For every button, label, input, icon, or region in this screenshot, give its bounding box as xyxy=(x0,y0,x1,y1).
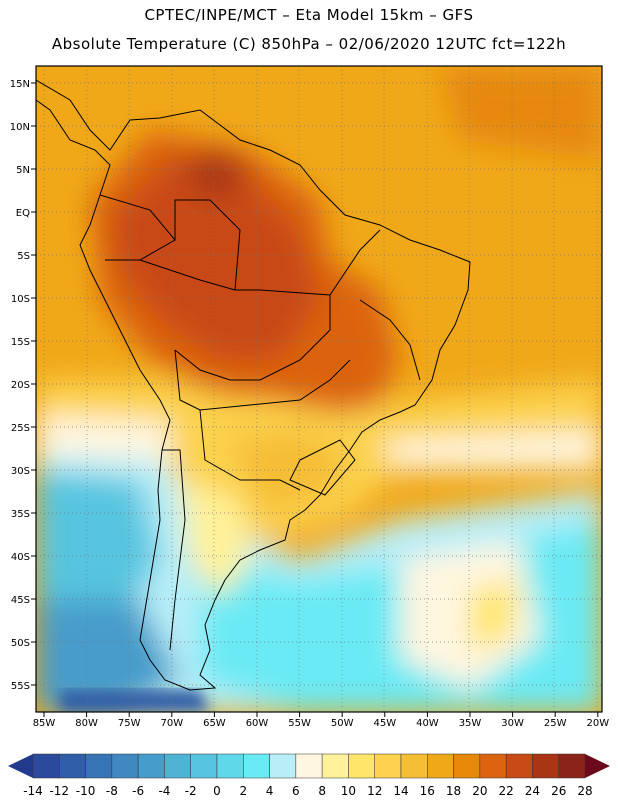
colorbar-swatch xyxy=(558,753,586,779)
lat-label: 40S xyxy=(11,552,30,563)
lat-label: 30S xyxy=(11,466,30,477)
colorbar-swatch xyxy=(400,753,428,779)
colorbar-swatch xyxy=(453,753,481,779)
lat-label: 45S xyxy=(11,595,30,606)
lon-label: 75W xyxy=(118,718,141,729)
lat-label: 5S xyxy=(17,251,30,262)
colorbar-label: 28 xyxy=(577,784,592,798)
colorbar-label: -2 xyxy=(185,784,197,798)
colorbar-swatch xyxy=(59,753,86,779)
colorbar-label: 16 xyxy=(420,784,435,798)
colorbar-labels: -14 -12 -10 -8 -6 -4 -2 0 2 4 6 8 10 12 14 16 18 20 22 24 26… xyxy=(23,784,592,798)
lon-label: 50W xyxy=(331,718,354,729)
colorbar-label: -8 xyxy=(106,784,118,798)
chart-title-line-1: CPTEC/INPE/MCT – Eta Model 15km – GFS xyxy=(144,6,474,24)
colorbar-label: -10 xyxy=(76,784,96,798)
lon-label: 65W xyxy=(203,718,226,729)
lon-label: 80W xyxy=(75,718,98,729)
colorbar-label: 8 xyxy=(318,784,326,798)
colorbar-swatch xyxy=(374,753,402,779)
lon-label: 40W xyxy=(416,718,439,729)
colorbar-swatch xyxy=(505,753,533,779)
lon-label: 35W xyxy=(459,718,482,729)
colorbar-label: 4 xyxy=(266,784,274,798)
colorbar-swatch xyxy=(479,753,507,779)
colorbar-label: -14 xyxy=(23,784,43,798)
colorbar-swatch xyxy=(190,753,218,779)
latitude-labels: 15N 10N 5N EQ 5S 10S 15S 20S 25S 30S 35S 40S 45S 50S 5… xyxy=(10,79,30,692)
lat-label: 35S xyxy=(11,509,30,520)
colorbar-swatch xyxy=(32,753,60,779)
lat-label: 10N xyxy=(10,122,30,133)
colorbar-swatch xyxy=(321,753,349,779)
lat-label: 5N xyxy=(16,165,30,176)
lon-label: 60W xyxy=(246,718,269,729)
colorbar-swatch xyxy=(85,753,113,779)
colorbar-label: 20 xyxy=(472,784,487,798)
colorbar-swatch xyxy=(348,753,375,779)
colorbar-swatch xyxy=(216,753,244,779)
lat-label: 15S xyxy=(11,337,30,348)
lon-label: 20W xyxy=(586,718,609,729)
colorbar-swatch xyxy=(243,753,270,779)
colorbar-swatch xyxy=(295,753,323,779)
colorbar-label: 18 xyxy=(446,784,461,798)
colorbar-over-arrow xyxy=(585,754,610,778)
lon-label: 70W xyxy=(160,718,183,729)
colorbar-swatch xyxy=(269,753,297,779)
lat-label: 25S xyxy=(11,423,30,434)
colorbar-label: 12 xyxy=(367,784,382,798)
colorbar-label: 24 xyxy=(525,784,540,798)
lat-label: 10S xyxy=(11,294,30,305)
lon-label: 45W xyxy=(373,718,396,729)
colorbar-swatch xyxy=(111,753,139,779)
colorbar-label: 0 xyxy=(213,784,221,798)
lat-label: 20S xyxy=(11,380,30,391)
colorbar-swatch xyxy=(164,753,191,779)
colorbar-swatch xyxy=(427,753,454,779)
colorbar-label: -12 xyxy=(49,784,69,798)
chart-title-line-2: Absolute Temperature (C) 850hPa – 02/06/… xyxy=(51,35,567,53)
axis-ticks xyxy=(31,82,599,717)
lon-label: 55W xyxy=(288,718,311,729)
temperature-field xyxy=(36,66,602,712)
colorbar-label: 6 xyxy=(292,784,300,798)
colorbar-label: -6 xyxy=(132,784,144,798)
colorbar-swatch xyxy=(532,753,559,779)
lat-label: 15N xyxy=(10,79,30,90)
colorbar-under-arrow xyxy=(8,754,33,778)
colorbar: -14 -12 -10 -8 -6 -4 -2 0 2 4 6 8 10 12 14 16 18 20 22 24 26… xyxy=(8,753,610,798)
coastlines-borders xyxy=(36,79,471,691)
colorbar-label: -4 xyxy=(158,784,170,798)
map-frame xyxy=(35,65,603,713)
colorbar-swatch xyxy=(137,753,165,779)
colorbar-label: 22 xyxy=(499,784,514,798)
lat-label: 55S xyxy=(11,681,30,692)
colorbar-label: 26 xyxy=(551,784,566,798)
lon-label: 25W xyxy=(544,718,567,729)
lon-label: 30W xyxy=(501,718,524,729)
lat-label: EQ xyxy=(16,208,30,219)
colorbar-label: 14 xyxy=(393,784,408,798)
colorbar-label: 10 xyxy=(341,784,356,798)
lon-label: 85W xyxy=(33,718,56,729)
colorbar-label: 2 xyxy=(239,784,247,798)
lat-label: 50S xyxy=(11,638,30,649)
longitude-labels: 85W 80W 75W 70W 65W 60W 55W 50W 45W 40W 35W 30W 25W 2… xyxy=(33,718,610,729)
